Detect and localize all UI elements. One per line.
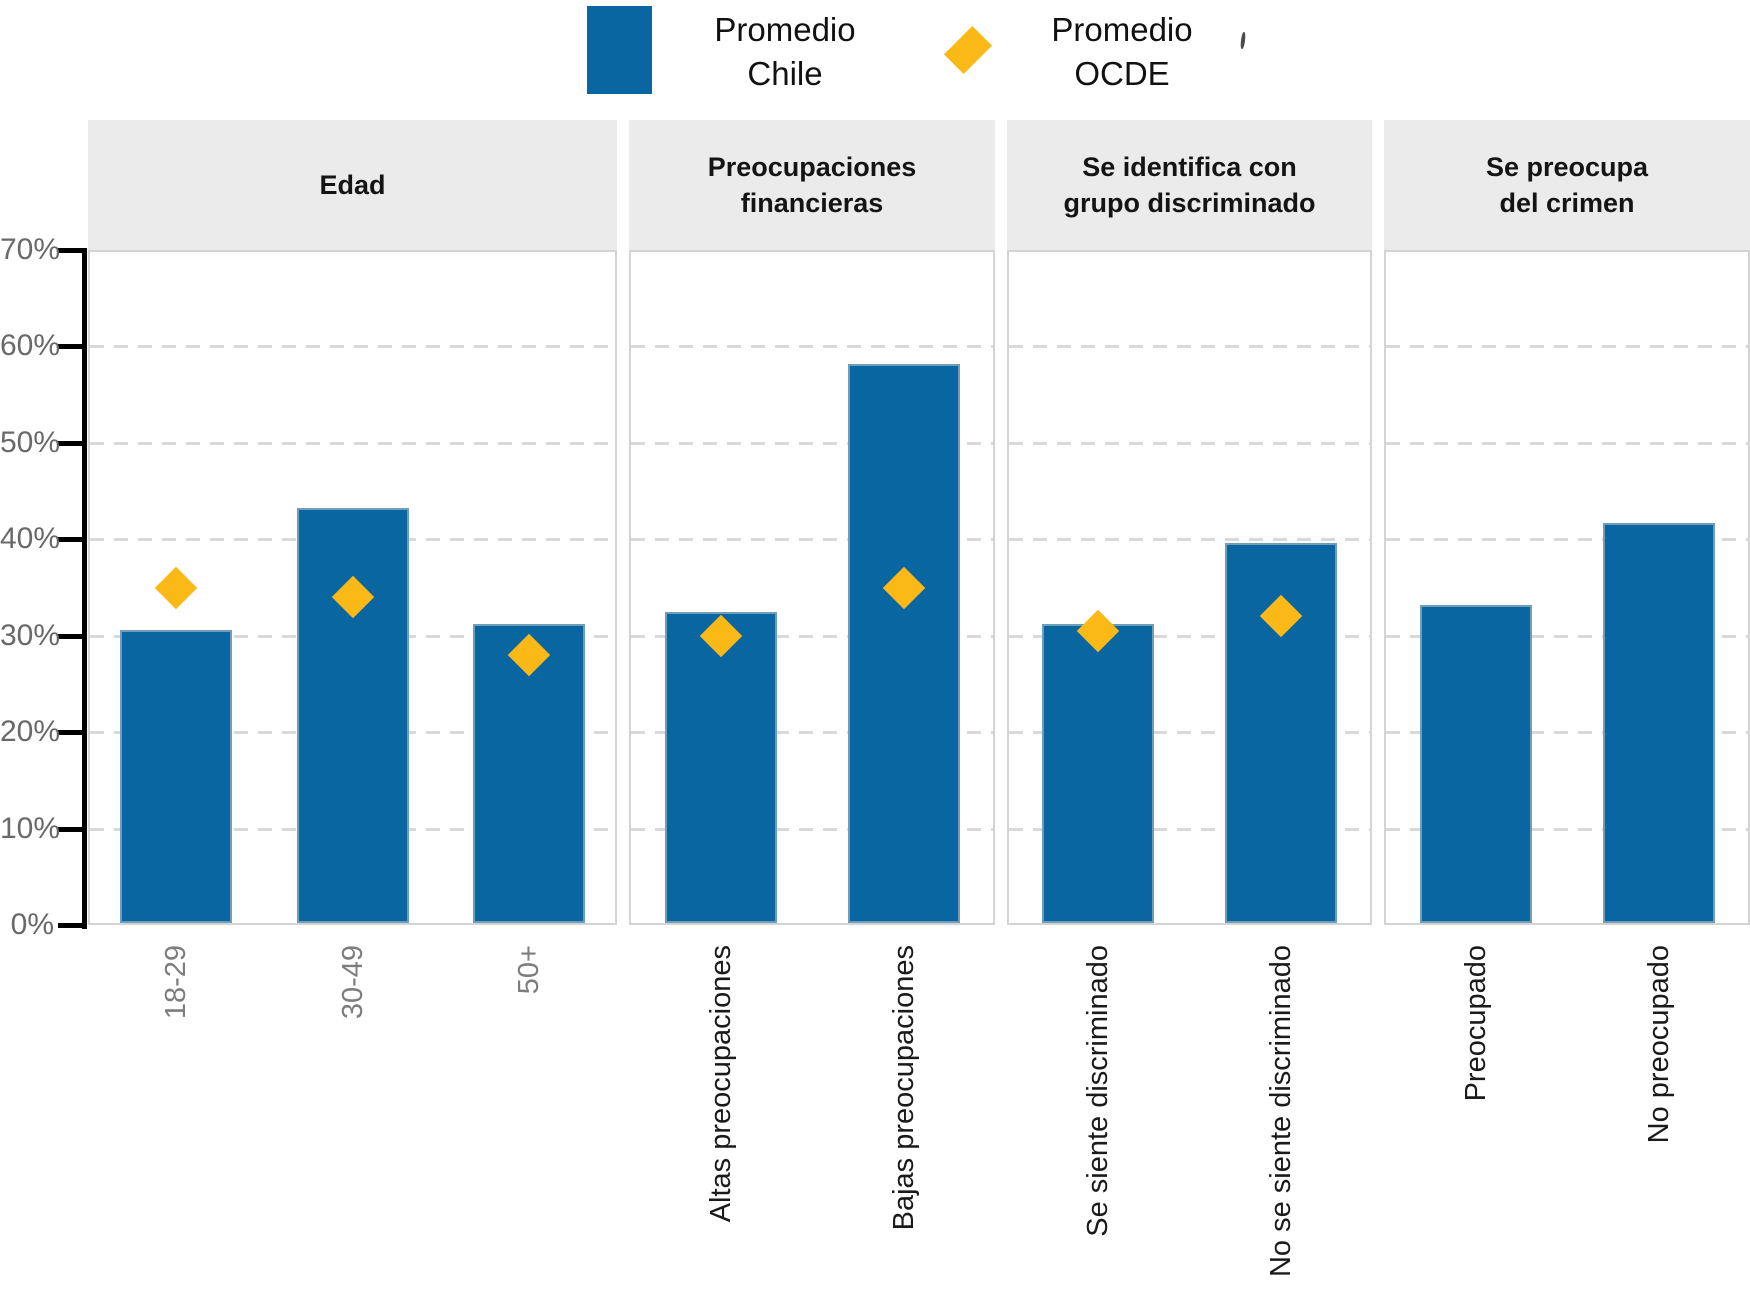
gridline — [1386, 731, 1748, 735]
legend-ocde-line2: OCDE — [1074, 55, 1170, 92]
y-axis-line — [82, 248, 87, 929]
facet-header: Se preocupa del crimen — [1384, 120, 1750, 250]
gridline — [1386, 538, 1748, 542]
y-axis-tick — [58, 344, 82, 350]
x-axis-category-label: Altas preocupaciones — [704, 945, 737, 1223]
facet-title-line: Edad — [319, 170, 386, 200]
facet-plot-area — [629, 250, 995, 925]
gridline — [1386, 634, 1748, 638]
y-axis-tick-label: 30% — [0, 618, 61, 652]
x-axis-category-label: Se siente discriminado — [1082, 945, 1115, 1237]
chile-bar — [296, 508, 409, 923]
gridline — [631, 634, 993, 638]
facet-plot-area — [88, 250, 617, 925]
gridline — [631, 441, 993, 445]
legend-chile-line2: Chile — [747, 55, 823, 92]
chile-bar-swatch-icon — [587, 6, 652, 94]
facet-title-line: Preocupaciones — [707, 152, 917, 182]
y-axis-tick-label: 60% — [0, 329, 61, 363]
facet-plot-area — [1384, 250, 1750, 925]
gridline — [631, 827, 993, 831]
facet-title-line: del crimen — [1499, 188, 1635, 218]
gridline — [1009, 345, 1370, 349]
facet-title-line: grupo discriminado — [1063, 188, 1316, 218]
y-axis-tick — [58, 826, 82, 832]
facet-title-line: financieras — [740, 188, 884, 218]
legend-chile-label: Promedio Chile — [685, 8, 885, 96]
facet-title-line: Se preocupa — [1485, 152, 1649, 182]
y-axis-tick-label: 40% — [0, 522, 61, 556]
ocde-diamond — [154, 566, 198, 609]
gridline — [1386, 345, 1748, 349]
facet-header: Se identifica con grupo discriminado — [1007, 120, 1372, 250]
y-axis-tick — [58, 730, 82, 736]
y-axis-tick-label: 10% — [0, 811, 61, 845]
gridline — [1009, 827, 1370, 831]
y-axis-tick-label: 0% — [10, 908, 54, 941]
y-axis-tick-label: 70% — [0, 233, 61, 266]
stray-mark — [1239, 31, 1247, 50]
y-axis-tick-label: 50% — [0, 425, 61, 459]
legend-chile-line1: Promedio — [714, 11, 856, 48]
x-axis-category-label: No se siente discriminado — [1264, 945, 1297, 1278]
chile-bar — [847, 363, 960, 923]
facet-title-line: Se identifica con — [1082, 152, 1297, 182]
x-axis-category-label: 50+ — [512, 945, 545, 995]
x-axis-category-label: 30-49 — [336, 945, 369, 1020]
chile-bar — [664, 611, 777, 923]
legend-ocde-line1: Promedio — [1051, 11, 1193, 48]
facet-plot-area — [1007, 250, 1372, 925]
gridline — [1009, 731, 1370, 735]
chile-bar — [1419, 604, 1532, 923]
y-axis-tick-label: 20% — [0, 715, 61, 749]
y-axis-tick — [58, 440, 82, 446]
legend: Promedio Chile Promedio OCDE — [0, 0, 1750, 110]
gridline — [90, 345, 615, 349]
gridline — [631, 345, 993, 349]
facet-header: Preocupaciones financieras — [629, 120, 995, 250]
x-axis-category-label: No preocupado — [1642, 945, 1675, 1144]
chile-bar — [1042, 624, 1155, 923]
x-axis-category-label: Preocupado — [1459, 945, 1492, 1102]
y-axis-tick — [58, 923, 82, 928]
gridline — [1009, 441, 1370, 445]
gridline — [1009, 634, 1370, 638]
gridline — [631, 731, 993, 735]
y-axis-tick — [58, 537, 82, 543]
chile-bar — [1602, 522, 1715, 923]
x-axis-category-label: Bajas preocupaciones — [887, 945, 920, 1231]
gridline — [90, 441, 615, 445]
y-axis-tick — [58, 633, 82, 639]
gridline — [631, 538, 993, 542]
x-axis-category-label: 18-29 — [160, 945, 193, 1020]
chile-bar — [120, 629, 233, 923]
y-axis-tick — [58, 248, 82, 253]
gridline — [1009, 538, 1370, 542]
gridline — [1386, 827, 1748, 831]
legend-ocde-label: Promedio OCDE — [1022, 8, 1222, 96]
facet-header: Edad — [88, 120, 617, 250]
gridline — [1386, 441, 1748, 445]
ocde-diamond-swatch-icon — [943, 25, 993, 75]
